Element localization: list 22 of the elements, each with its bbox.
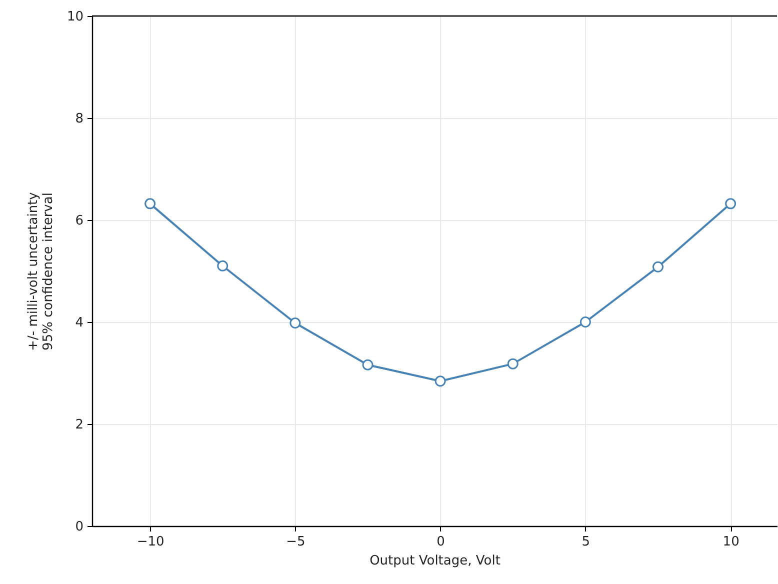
y-tick-label: 0: [75, 520, 84, 534]
point: [725, 198, 736, 210]
point: [652, 261, 664, 272]
point: [580, 316, 591, 328]
point: [217, 260, 228, 272]
y-tick-label: 6: [75, 214, 84, 228]
x-tick-label: 10: [722, 534, 740, 550]
x-axis-title: Output Voltage, Volt: [370, 554, 500, 568]
x-tick-label: −10: [136, 534, 164, 550]
point: [362, 359, 374, 370]
point: [434, 376, 446, 387]
y-tick-label: 2: [75, 418, 84, 432]
y-tick-label: 8: [75, 112, 84, 126]
point: [144, 198, 156, 210]
x-tick-label: 5: [582, 534, 590, 550]
point: [507, 358, 518, 370]
y-axis-title: +/- milli-volt uncertainty 95% confidence interval: [26, 192, 56, 351]
y-tick-label: 10: [66, 10, 84, 24]
y-tick-label: 4: [75, 316, 84, 330]
x-tick-label: −5: [286, 534, 306, 550]
x-tick-label: 0: [436, 534, 445, 550]
point: [290, 318, 301, 329]
